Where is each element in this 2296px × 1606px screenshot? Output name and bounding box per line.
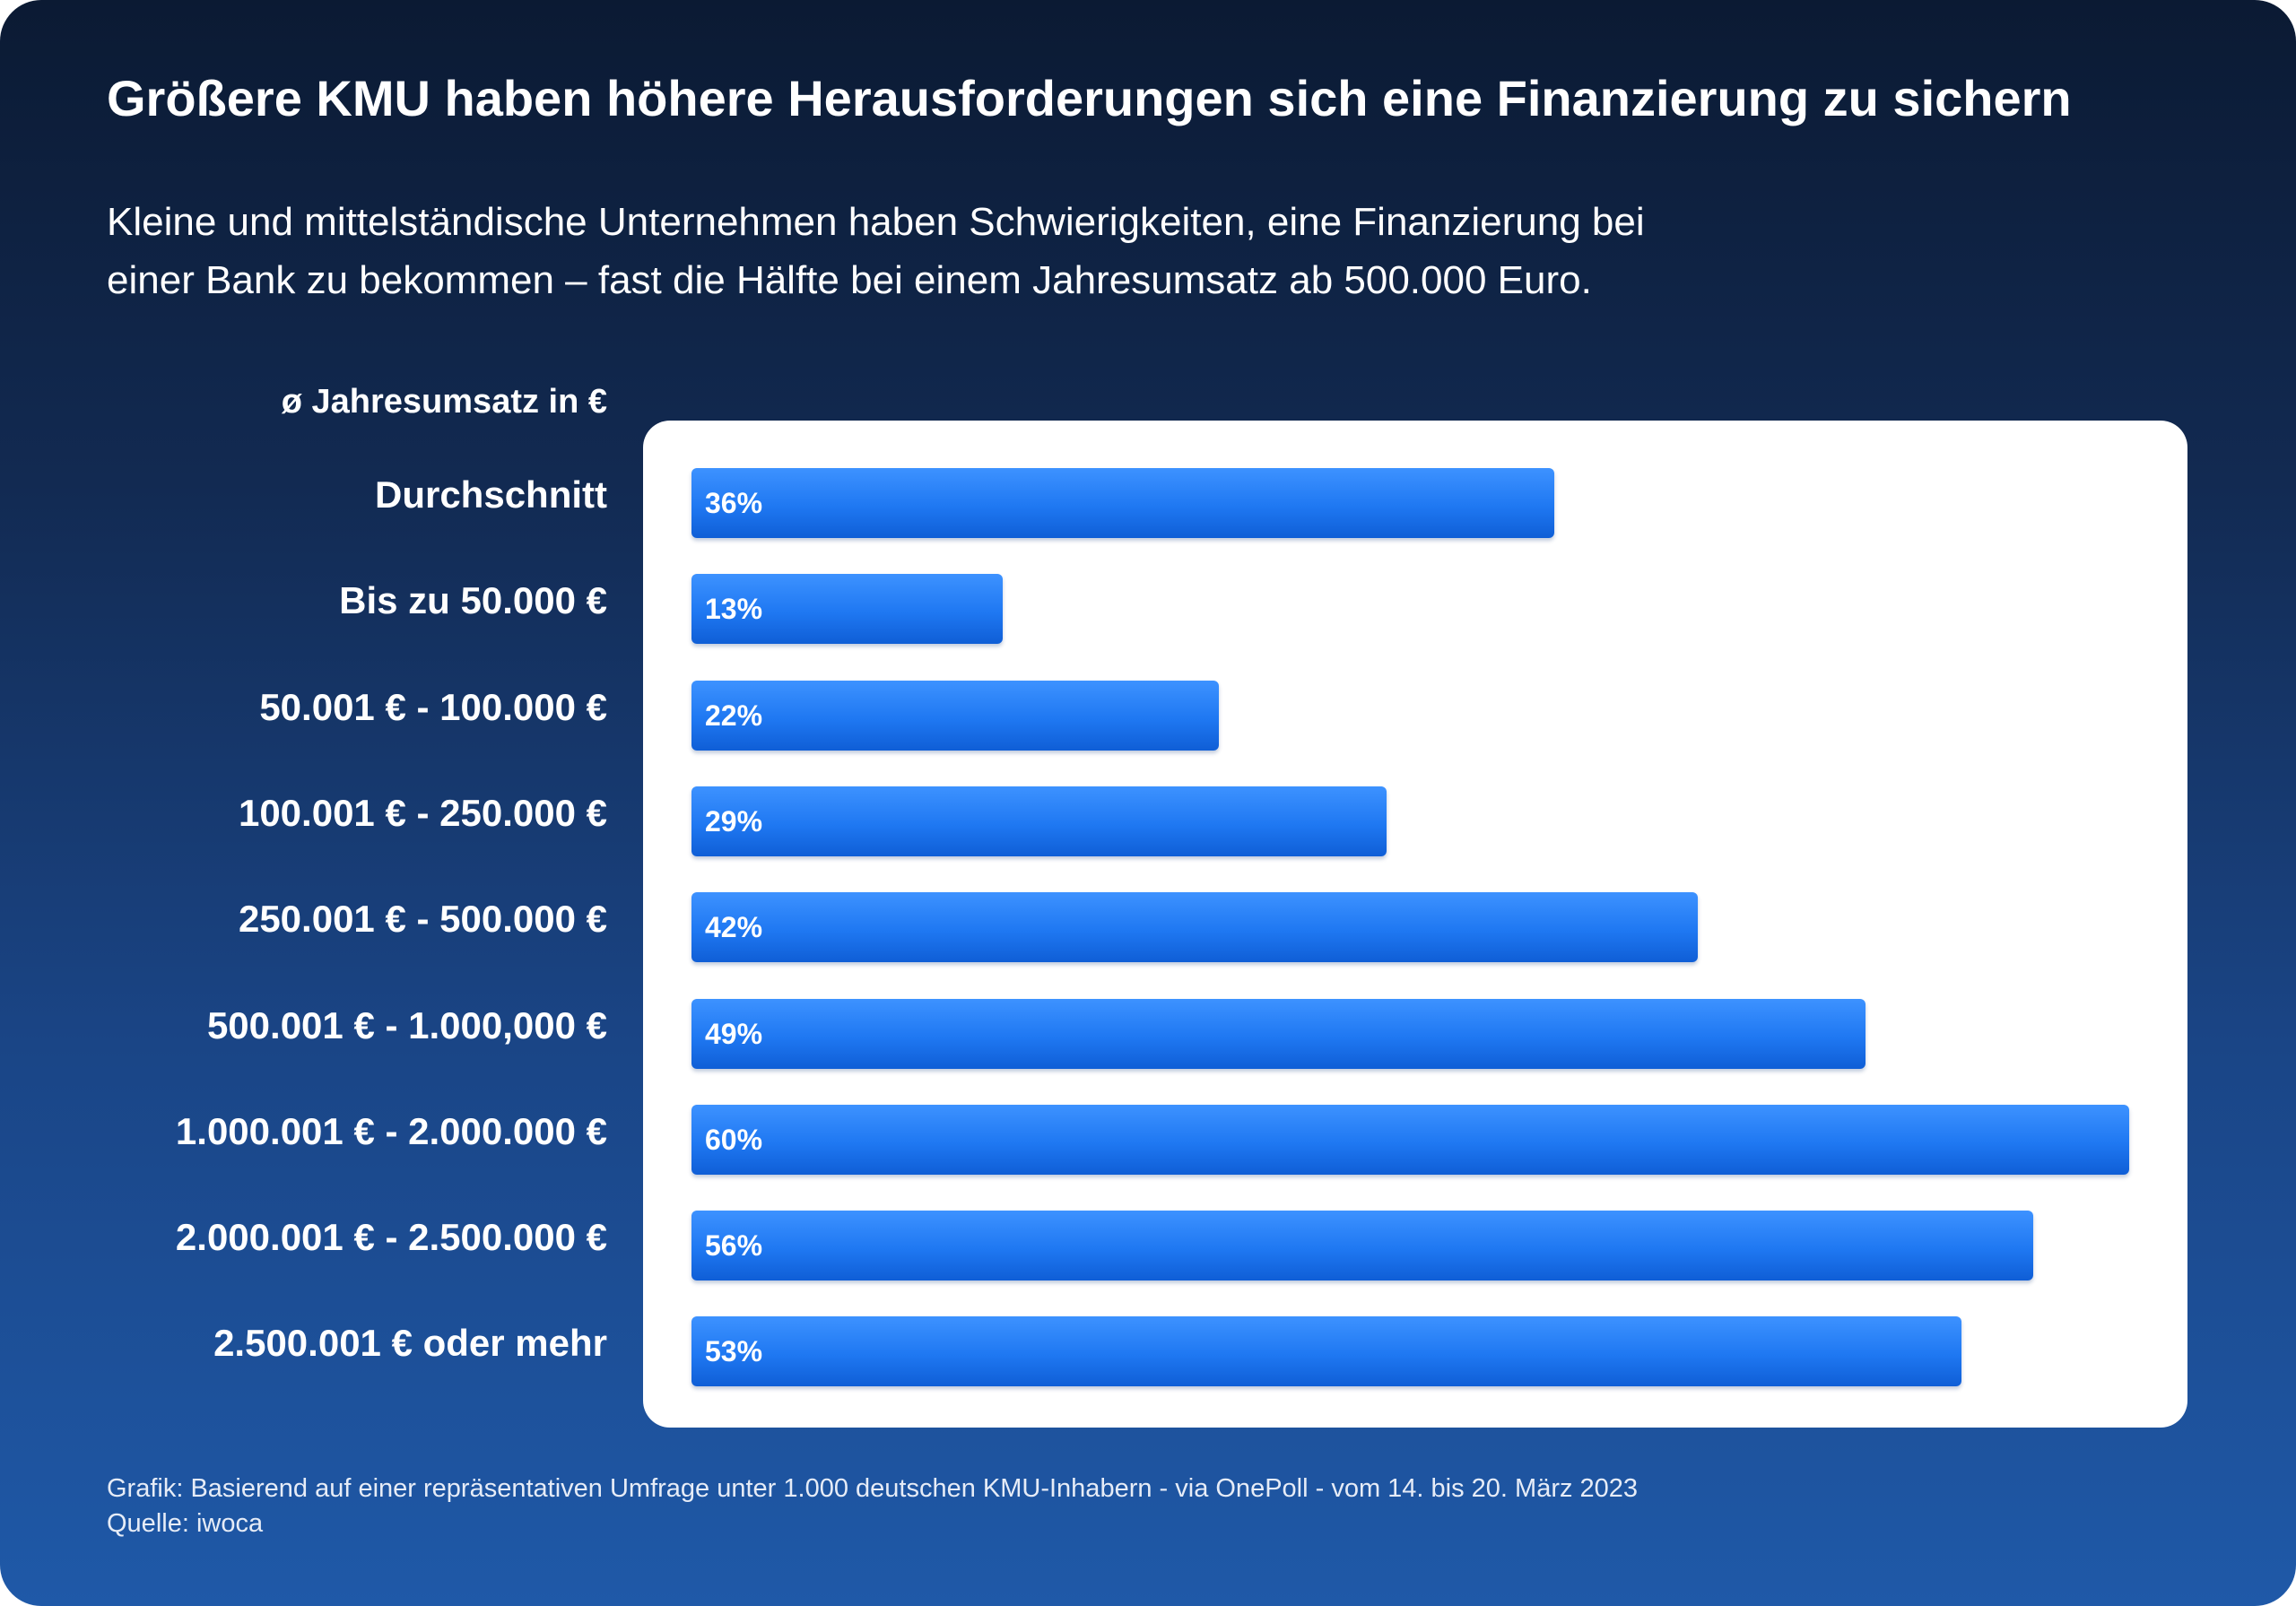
category-label: 500.001 € - 1.000,000 € xyxy=(206,1003,607,1046)
category-label: Bis zu 50.000 € xyxy=(339,579,607,622)
bar-1: 13% xyxy=(691,574,1004,645)
plot-panel: 36% 13% 22% 29% 42% 49% 60% 56% 53% xyxy=(643,421,2187,1428)
bar-6: 60% xyxy=(691,1104,2129,1175)
category-label: 100.001 € - 250.000 € xyxy=(238,791,607,834)
bar-2: 22% xyxy=(691,680,1219,751)
category-label: 2.000.001 € - 2.500.000 € xyxy=(175,1216,607,1259)
bar-8: 53% xyxy=(691,1316,1961,1387)
bar-value-label: 42% xyxy=(705,911,763,944)
bar-3: 29% xyxy=(691,786,1387,856)
bar-5: 49% xyxy=(691,998,1866,1069)
category-label: 2.500.001 € oder mehr xyxy=(213,1322,607,1365)
bar-value-label: 60% xyxy=(705,1123,763,1156)
bar-value-label: 13% xyxy=(705,593,763,626)
chart-subtitle: Kleine und mittelständische Unternehmen … xyxy=(107,193,1900,309)
bar-value-label: 36% xyxy=(705,487,763,519)
footnote: Grafik: Basierend auf einer repräsentati… xyxy=(107,1471,1638,1541)
bar-value-label: 56% xyxy=(705,1229,763,1263)
bar-value-label: 29% xyxy=(705,804,763,838)
bar-0: 36% xyxy=(691,468,1554,538)
category-label: 50.001 € - 100.000 € xyxy=(259,685,607,728)
bar-7: 56% xyxy=(691,1211,2034,1281)
subtitle-line-2: einer Bank zu bekommen – fast die Hälfte… xyxy=(107,258,1592,302)
footnote-source: Quelle: iwoca xyxy=(107,1509,264,1538)
category-label: Durchschnitt xyxy=(374,473,607,516)
category-axis-title: ø Jahresumsatz in € xyxy=(281,383,607,421)
footnote-source-description: Grafik: Basierend auf einer repräsentati… xyxy=(107,1474,1639,1503)
bar-value-label: 49% xyxy=(705,1017,763,1050)
category-label: 1.000.001 € - 2.000.000 € xyxy=(175,1109,607,1152)
chart-title: Größere KMU haben höhere Herausforderung… xyxy=(107,70,2072,126)
subtitle-line-1: Kleine und mittelständische Unternehmen … xyxy=(107,200,1645,244)
category-label: 250.001 € - 500.000 € xyxy=(238,898,607,941)
bar-value-label: 53% xyxy=(705,1335,763,1368)
bar-value-label: 22% xyxy=(705,699,763,732)
bar-4: 42% xyxy=(691,892,1699,963)
